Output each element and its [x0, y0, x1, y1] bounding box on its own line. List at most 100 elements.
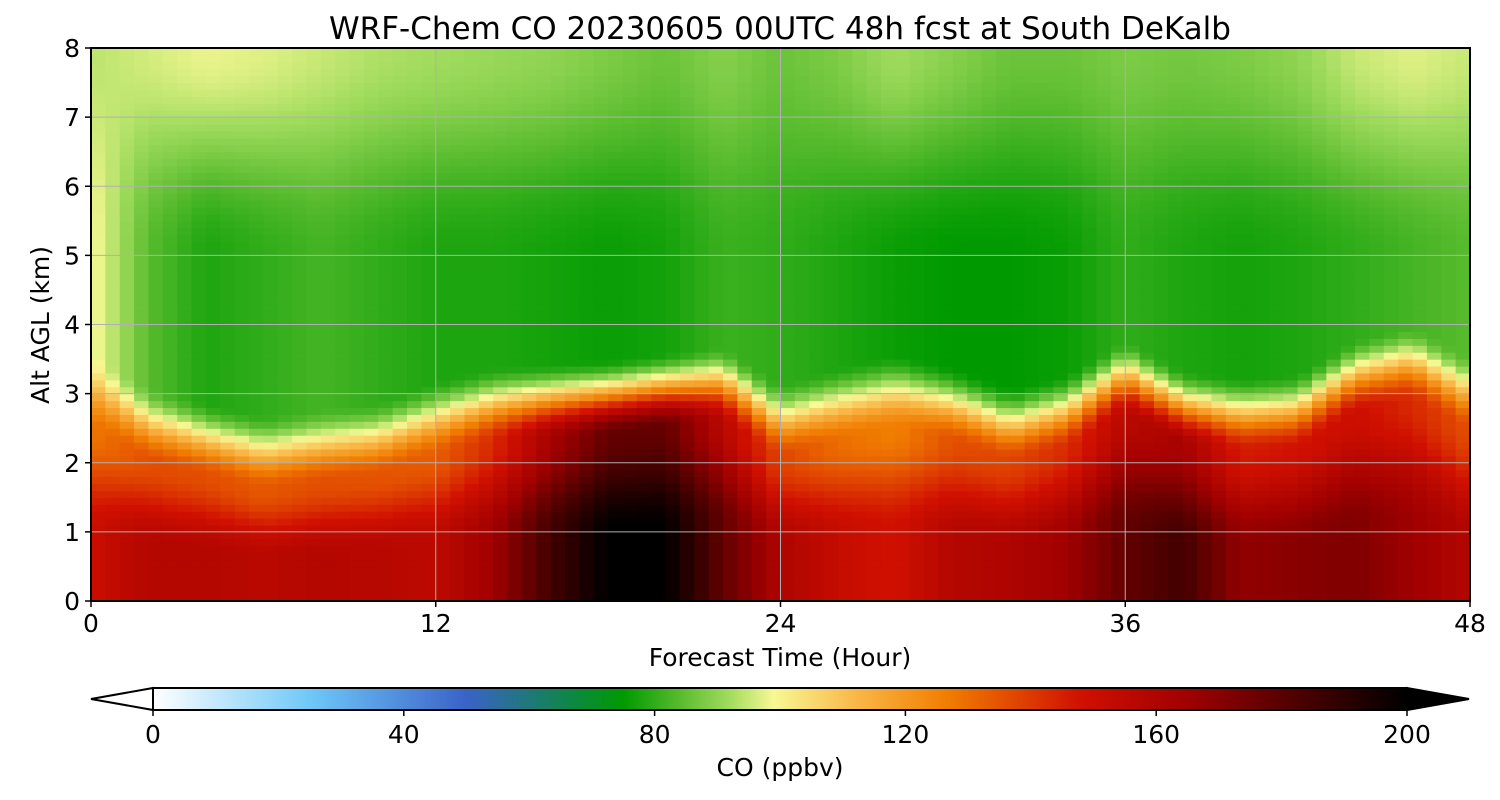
co-field-cell — [263, 130, 279, 139]
co-field-cell — [363, 469, 379, 478]
co-field-cell — [794, 594, 810, 601]
co-field-cell — [679, 317, 695, 326]
co-field-cell — [651, 573, 667, 581]
co-field-cell — [579, 48, 595, 56]
co-field-cell — [895, 151, 911, 160]
co-field-cell — [737, 165, 753, 174]
co-field-cell — [162, 124, 178, 132]
co-field-cell — [938, 48, 954, 56]
co-field-cell — [837, 435, 853, 443]
co-field-cell — [593, 428, 609, 436]
co-field-cell — [694, 255, 710, 263]
co-field-cell — [967, 276, 983, 284]
co-field-cell — [134, 587, 150, 595]
co-field-cell — [450, 227, 466, 236]
co-field-cell — [234, 407, 250, 415]
co-field-cell — [277, 130, 293, 139]
co-field-cell — [162, 497, 178, 505]
co-field-cell — [651, 68, 667, 77]
co-field-cell — [177, 511, 193, 519]
co-field-cell — [809, 524, 825, 533]
co-field-cell — [119, 338, 135, 346]
co-field-cell — [292, 220, 308, 229]
co-field-cell — [694, 110, 710, 118]
co-field-cell — [450, 524, 466, 533]
co-field-cell — [550, 296, 566, 305]
co-field-cell — [363, 296, 379, 305]
co-field-cell — [981, 497, 997, 505]
co-field-cell — [320, 476, 336, 485]
co-field-cell — [723, 179, 738, 187]
co-field-cell — [622, 386, 638, 395]
co-field-cell — [263, 372, 279, 381]
co-field-cell — [881, 504, 897, 512]
co-field-cell — [378, 331, 394, 339]
co-field-cell — [335, 379, 351, 388]
co-field-cell — [866, 124, 882, 132]
co-field-cell — [866, 545, 882, 554]
co-field-cell — [967, 124, 983, 132]
co-field-cell — [220, 283, 236, 291]
co-field-cell — [435, 518, 451, 526]
co-field-cell — [837, 68, 853, 77]
co-field-cell — [507, 531, 523, 540]
co-field-cell — [780, 393, 796, 402]
co-field-cell — [593, 110, 609, 118]
co-field-cell — [780, 227, 796, 236]
co-field-cell — [191, 400, 207, 409]
co-field-cell — [249, 130, 264, 139]
co-field-cell — [249, 276, 264, 284]
co-field-cell — [766, 559, 782, 568]
co-field-cell — [938, 448, 954, 457]
co-field-cell — [335, 504, 351, 512]
co-field-cell — [363, 462, 379, 471]
co-field-cell — [392, 206, 408, 215]
co-field-cell — [234, 144, 250, 153]
co-field-cell — [550, 283, 566, 291]
co-field-cell — [608, 144, 624, 153]
co-field-cell — [292, 462, 308, 471]
co-field-cell — [263, 379, 279, 388]
co-field-cell — [320, 82, 336, 91]
co-field-cell — [134, 310, 150, 319]
co-field-cell — [780, 365, 796, 374]
co-field-cell — [665, 172, 681, 180]
co-field-cell — [263, 345, 279, 353]
co-field-cell — [450, 379, 466, 388]
co-field-cell — [866, 262, 882, 270]
co-field-cell — [852, 54, 868, 63]
co-field-cell — [852, 524, 868, 533]
co-field-cell — [536, 400, 552, 409]
co-field-cell — [162, 75, 178, 84]
co-field-cell — [679, 372, 695, 381]
co-field-cell — [464, 462, 480, 471]
co-field-cell — [837, 276, 853, 284]
co-field-cell — [665, 317, 681, 326]
co-field-cell — [823, 524, 839, 533]
co-field-cell — [565, 580, 580, 588]
co-field-cell — [263, 248, 279, 256]
co-field-cell — [780, 206, 796, 215]
co-field-cell — [421, 372, 437, 381]
co-field-cell — [866, 538, 882, 547]
co-field-cell — [679, 296, 695, 305]
co-field-cell — [924, 289, 940, 298]
co-field-cell — [493, 372, 509, 381]
co-field-cell — [105, 289, 121, 298]
co-field-cell — [191, 193, 207, 201]
co-field-cell — [866, 276, 882, 284]
co-field-cell — [837, 407, 853, 415]
co-field-cell — [737, 206, 753, 215]
co-field-cell — [579, 54, 595, 63]
co-field-cell — [622, 75, 638, 84]
co-field-cell — [421, 255, 437, 263]
co-field-cell — [292, 531, 308, 540]
co-field-cell — [320, 345, 336, 353]
co-field-cell — [579, 524, 595, 533]
co-field-cell — [177, 206, 193, 215]
co-field-cell — [191, 483, 207, 491]
co-field-cell — [679, 448, 695, 457]
co-field-cell — [119, 545, 135, 554]
co-field-cell — [493, 206, 509, 215]
co-field-cell — [249, 386, 264, 395]
